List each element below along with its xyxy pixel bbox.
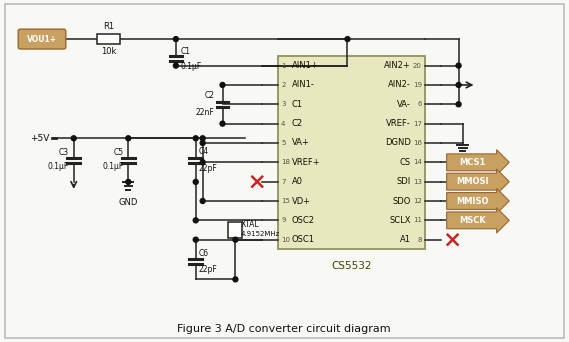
- FancyBboxPatch shape: [447, 188, 509, 214]
- Text: A1: A1: [400, 235, 411, 244]
- Text: 0.1μF: 0.1μF: [102, 162, 123, 171]
- Circle shape: [71, 136, 76, 141]
- Circle shape: [174, 63, 178, 68]
- Text: 18: 18: [281, 159, 290, 165]
- Text: OSC1: OSC1: [292, 235, 315, 244]
- FancyBboxPatch shape: [18, 29, 66, 49]
- Text: C2: C2: [205, 91, 215, 100]
- FancyBboxPatch shape: [447, 208, 509, 233]
- Text: 12: 12: [413, 198, 422, 204]
- FancyBboxPatch shape: [447, 150, 509, 175]
- Text: 0.1μF: 0.1μF: [48, 162, 69, 171]
- Circle shape: [200, 136, 205, 141]
- Text: C5: C5: [113, 148, 123, 157]
- Text: 4.9152MHz: 4.9152MHz: [240, 231, 279, 237]
- Circle shape: [193, 180, 198, 184]
- Text: R1: R1: [103, 22, 114, 31]
- Text: 22pF: 22pF: [199, 265, 217, 275]
- Text: OSC2: OSC2: [292, 216, 315, 225]
- Text: GND: GND: [118, 198, 138, 207]
- Text: CS: CS: [400, 158, 411, 167]
- Text: 6: 6: [418, 101, 422, 107]
- Circle shape: [126, 136, 131, 141]
- Text: AIN1+: AIN1+: [292, 61, 319, 70]
- Circle shape: [174, 37, 178, 42]
- Text: AIN2-: AIN2-: [388, 80, 411, 90]
- Text: C4: C4: [199, 147, 209, 156]
- Text: VA-: VA-: [397, 100, 411, 109]
- Text: 22pF: 22pF: [199, 164, 217, 173]
- Circle shape: [456, 63, 461, 68]
- Circle shape: [193, 237, 198, 242]
- Text: C6: C6: [199, 249, 209, 258]
- Circle shape: [233, 277, 238, 282]
- Bar: [278, 56, 425, 249]
- Circle shape: [233, 237, 238, 242]
- Text: 20: 20: [413, 63, 422, 69]
- Text: 22nF: 22nF: [196, 108, 215, 117]
- Text: VREF-: VREF-: [386, 119, 411, 128]
- Text: DGND: DGND: [385, 139, 411, 147]
- Circle shape: [126, 180, 131, 184]
- FancyBboxPatch shape: [447, 169, 509, 194]
- Text: 3: 3: [281, 101, 286, 107]
- Circle shape: [220, 82, 225, 88]
- Circle shape: [200, 198, 205, 203]
- Text: 11: 11: [413, 218, 422, 223]
- Circle shape: [220, 121, 225, 126]
- Text: 13: 13: [413, 179, 422, 185]
- Text: AIN1-: AIN1-: [292, 80, 315, 90]
- Text: VA+: VA+: [292, 139, 310, 147]
- Text: 7: 7: [281, 179, 286, 185]
- Text: 14: 14: [413, 159, 422, 165]
- Text: Figure 3 A/D converter circuit diagram: Figure 3 A/D converter circuit diagram: [177, 324, 391, 334]
- Text: MCS1: MCS1: [459, 158, 486, 167]
- Text: VREF+: VREF+: [292, 158, 320, 167]
- Text: VOU1+: VOU1+: [27, 35, 57, 43]
- Text: 9: 9: [281, 218, 286, 223]
- Text: XTAL: XTAL: [240, 220, 259, 228]
- Text: MSCK: MSCK: [459, 216, 486, 225]
- Circle shape: [345, 37, 350, 42]
- Text: 16: 16: [413, 140, 422, 146]
- Circle shape: [193, 136, 198, 141]
- Text: C1: C1: [292, 100, 303, 109]
- Text: SDI: SDI: [397, 177, 411, 186]
- Text: 17: 17: [413, 121, 422, 127]
- Text: 19: 19: [413, 82, 422, 88]
- Text: 1: 1: [281, 63, 286, 69]
- Text: 8: 8: [418, 237, 422, 243]
- Text: 2: 2: [281, 82, 286, 88]
- Text: SCLX: SCLX: [389, 216, 411, 225]
- Circle shape: [456, 102, 461, 107]
- Bar: [229, 222, 242, 238]
- Circle shape: [456, 82, 461, 88]
- Bar: [97, 34, 121, 44]
- Text: CS5532: CS5532: [331, 261, 372, 271]
- Text: 10k: 10k: [101, 47, 116, 56]
- Text: 5: 5: [281, 140, 286, 146]
- Text: MMISO: MMISO: [456, 197, 489, 206]
- Text: 15: 15: [281, 198, 290, 204]
- Text: AIN2+: AIN2+: [384, 61, 411, 70]
- Circle shape: [193, 218, 198, 223]
- Text: 4: 4: [281, 121, 286, 127]
- Text: C1: C1: [181, 47, 191, 56]
- Text: C3: C3: [59, 148, 69, 157]
- Text: MMOSI: MMOSI: [456, 177, 489, 186]
- Text: A0: A0: [292, 177, 303, 186]
- Text: 0.1μF: 0.1μF: [181, 62, 202, 71]
- Text: 10: 10: [281, 237, 290, 243]
- Circle shape: [200, 141, 205, 145]
- Circle shape: [200, 160, 205, 165]
- Text: +5V: +5V: [31, 134, 50, 143]
- Text: C2: C2: [292, 119, 303, 128]
- Text: SDO: SDO: [393, 197, 411, 206]
- FancyBboxPatch shape: [5, 4, 564, 338]
- Text: VD+: VD+: [292, 197, 311, 206]
